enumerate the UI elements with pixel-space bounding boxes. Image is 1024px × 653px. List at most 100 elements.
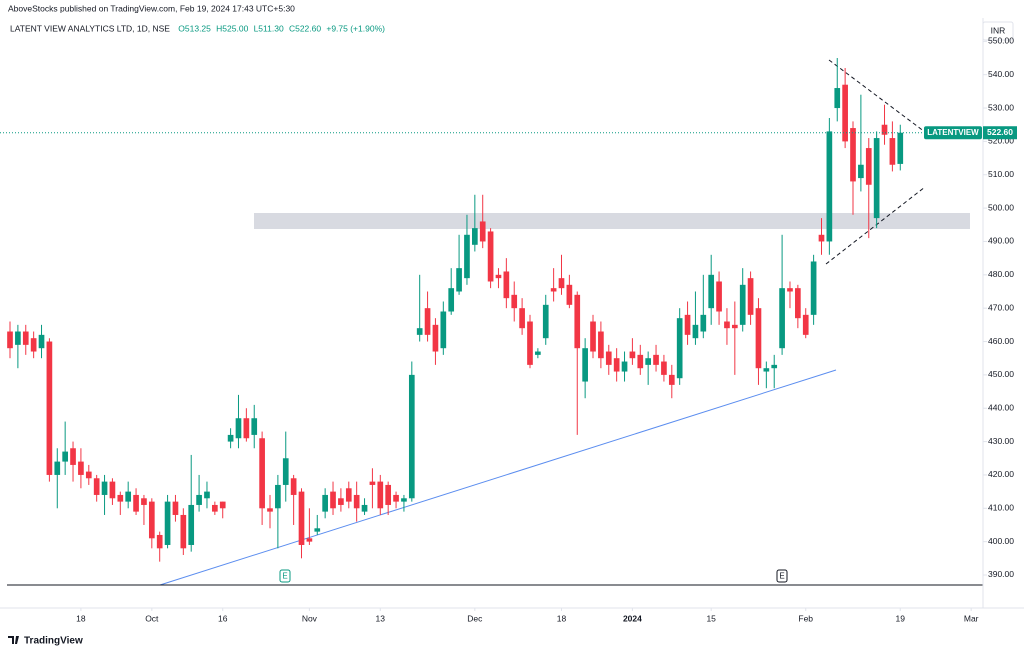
triangle-upper bbox=[828, 59, 926, 133]
x-tick-label: Mar bbox=[964, 613, 979, 623]
candle-body bbox=[290, 478, 297, 495]
candle-body bbox=[345, 488, 352, 502]
y-tick-label: 420.00 bbox=[988, 469, 1014, 479]
candle-body bbox=[858, 164, 864, 179]
candle-body bbox=[212, 504, 218, 512]
candle-body bbox=[850, 128, 856, 182]
currency: INR bbox=[991, 25, 1006, 35]
x-tick-label: 18 bbox=[557, 613, 567, 623]
y-tick-label: 450.00 bbox=[988, 369, 1014, 379]
candle-body bbox=[771, 364, 778, 369]
y-tick-label: 480.00 bbox=[988, 269, 1014, 279]
x-tick-label: 18 bbox=[76, 613, 86, 623]
candle-body bbox=[448, 288, 455, 312]
candle-body bbox=[621, 361, 628, 372]
candle-body bbox=[259, 438, 265, 509]
logo-icon bbox=[8, 636, 19, 644]
candle-body bbox=[30, 338, 37, 352]
candle-body bbox=[684, 314, 691, 335]
y-tick-label: 410.00 bbox=[988, 503, 1014, 513]
candle-body bbox=[275, 484, 281, 509]
candle-body bbox=[188, 504, 195, 545]
symbol-title: LATENT VIEW ANALYTICS LTD, 1D, NSE bbox=[10, 23, 170, 33]
candle-body bbox=[204, 491, 210, 499]
candle-body bbox=[172, 501, 179, 515]
candle-body bbox=[479, 221, 486, 242]
candle-body bbox=[873, 138, 880, 219]
candle-body bbox=[795, 288, 801, 319]
candle-body bbox=[306, 538, 313, 542]
ohlc-label: L511.30 bbox=[254, 23, 284, 33]
candle-body bbox=[566, 284, 573, 305]
event-label: E bbox=[779, 572, 784, 581]
candle-body bbox=[314, 528, 321, 532]
candle-body bbox=[7, 331, 13, 349]
candle-body bbox=[731, 324, 738, 329]
candle-body bbox=[763, 368, 770, 372]
candle-body bbox=[724, 321, 730, 329]
candle-body bbox=[401, 498, 407, 502]
candle-body bbox=[716, 281, 722, 312]
y-tick-label: 550.00 bbox=[988, 36, 1014, 46]
candle-body bbox=[282, 458, 289, 485]
footer-logo: TradingView bbox=[8, 636, 83, 647]
x-tick-label: Oct bbox=[145, 613, 159, 623]
candle-body bbox=[219, 501, 226, 509]
x-tick-label: Nov bbox=[302, 613, 318, 623]
candle-body bbox=[472, 228, 478, 245]
candle-body bbox=[322, 494, 328, 512]
candle-body bbox=[298, 491, 305, 545]
brand: TradingView bbox=[24, 636, 83, 647]
published-note: AboveStocks published on TradingView.com… bbox=[8, 3, 295, 13]
candle-body bbox=[369, 481, 376, 485]
candle-body bbox=[637, 354, 644, 369]
ohlc-label: C522.60 bbox=[289, 23, 321, 33]
price-tag: 522.60 bbox=[987, 127, 1013, 137]
candle-body bbox=[818, 234, 825, 242]
candle-body bbox=[802, 314, 809, 335]
candle-body bbox=[881, 124, 888, 135]
candle-body bbox=[117, 494, 124, 502]
candle-body bbox=[456, 268, 462, 292]
x-tick-label: 13 bbox=[376, 613, 386, 623]
candle-body bbox=[251, 418, 258, 435]
candle-body bbox=[747, 278, 754, 315]
candle-body bbox=[393, 494, 399, 502]
candle-body bbox=[432, 324, 439, 352]
candle-body bbox=[385, 484, 392, 505]
candle-body bbox=[156, 534, 163, 549]
y-tick-label: 540.00 bbox=[988, 69, 1014, 79]
candle-body bbox=[889, 138, 896, 165]
candle-body bbox=[550, 288, 557, 292]
candle-body bbox=[842, 84, 848, 142]
candle-body bbox=[826, 131, 833, 242]
price-tag-bg bbox=[983, 126, 1017, 140]
y-tick-label: 530.00 bbox=[988, 102, 1014, 112]
candle-body bbox=[503, 271, 510, 299]
candle-body bbox=[708, 274, 715, 309]
y-tick-label: 440.00 bbox=[988, 402, 1014, 412]
x-tick-label: 2024 bbox=[623, 613, 642, 623]
candle-body bbox=[865, 148, 872, 185]
y-tick-label: 490.00 bbox=[988, 236, 1014, 246]
candle-body bbox=[645, 358, 652, 365]
x-tick-label: 19 bbox=[896, 613, 906, 623]
candle-body bbox=[755, 308, 762, 369]
y-tick-label: 460.00 bbox=[988, 336, 1014, 346]
candle-body bbox=[22, 331, 29, 345]
candle-body bbox=[668, 374, 675, 385]
candle-body bbox=[834, 88, 841, 109]
candle-body bbox=[54, 461, 61, 475]
candle-body bbox=[676, 318, 683, 379]
candle-body bbox=[779, 288, 785, 349]
candles bbox=[7, 58, 904, 562]
candle-body bbox=[361, 504, 368, 512]
x-tick-label: Dec bbox=[467, 613, 483, 623]
candle-body bbox=[739, 284, 746, 325]
price-tag-name-bg bbox=[924, 126, 982, 140]
event-marker bbox=[776, 569, 788, 583]
candle-body bbox=[542, 304, 549, 339]
ohlc-label: H525.00 bbox=[216, 23, 248, 33]
